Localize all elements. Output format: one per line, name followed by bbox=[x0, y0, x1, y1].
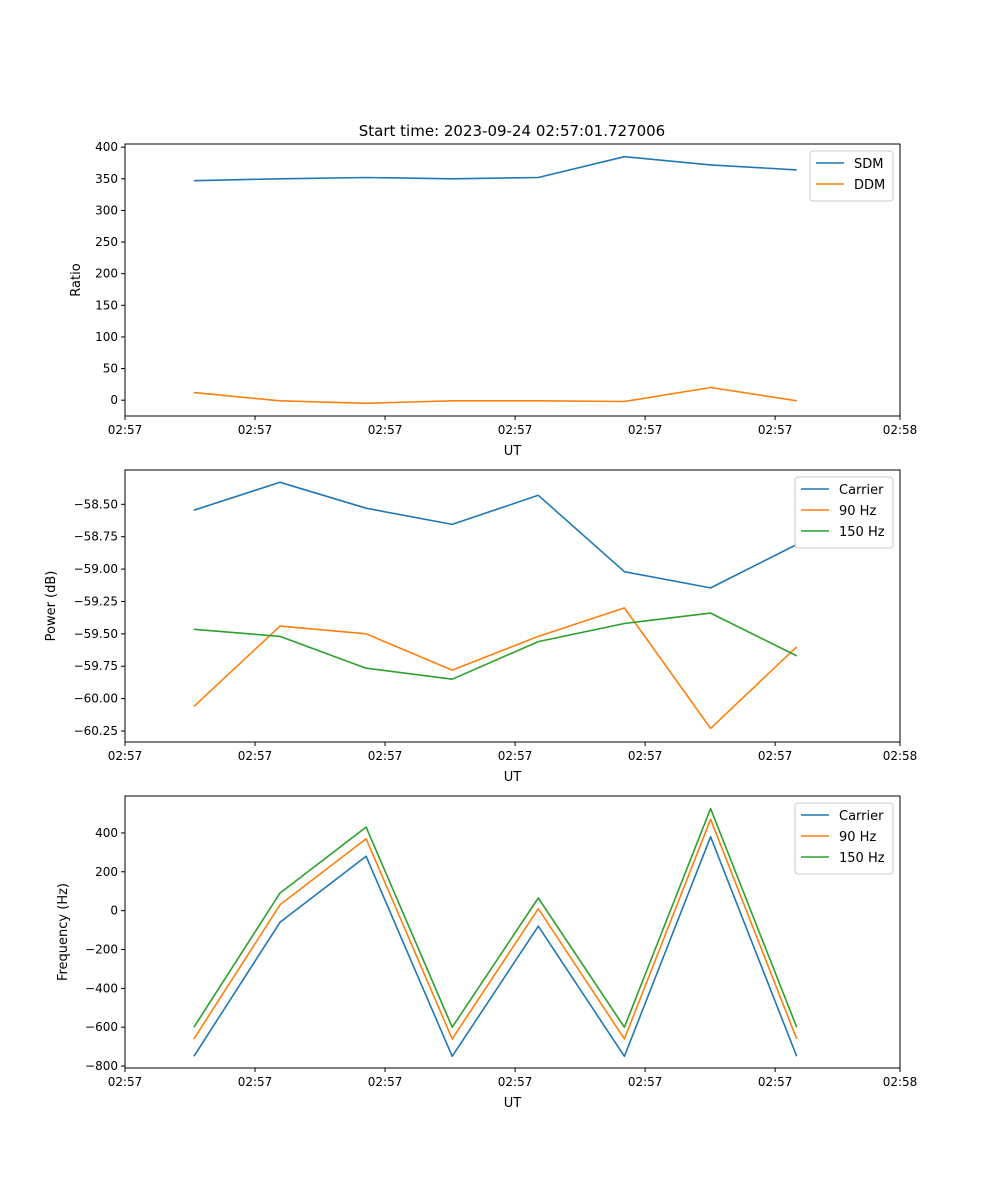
y-tick-label: 100 bbox=[95, 330, 118, 344]
plot-frame bbox=[124, 795, 901, 1069]
x-tick-label: 02:57 bbox=[238, 423, 273, 437]
y-tick-label: 50 bbox=[103, 362, 118, 376]
y-tick-label: 200 bbox=[95, 267, 118, 281]
y-tick-label: 350 bbox=[95, 172, 118, 186]
y-tick-label: 300 bbox=[95, 203, 118, 217]
y-tick-label: −58.75 bbox=[74, 530, 118, 544]
y-tick-label: 150 bbox=[95, 298, 118, 312]
legend-label-150-hz: 150 Hz bbox=[839, 525, 885, 540]
y-tick-label: −200 bbox=[85, 942, 118, 956]
y-tick-label: −58.50 bbox=[74, 497, 118, 511]
legend-label-carrier: Carrier bbox=[839, 483, 884, 498]
y-tick-label: 0 bbox=[110, 393, 118, 407]
legend-label-carrier: Carrier bbox=[839, 809, 884, 824]
x-tick-label: 02:58 bbox=[883, 1075, 918, 1089]
legend-label-sdm: SDM bbox=[854, 157, 883, 172]
x-tick-label: 02:57 bbox=[238, 749, 273, 763]
x-axis-label: UT bbox=[504, 770, 522, 785]
x-tick-label: 02:57 bbox=[368, 1075, 403, 1089]
y-tick-label: −59.25 bbox=[74, 594, 118, 608]
chart-panel-power: 02:57 02:57 02:57 02:57 02:57 02:57 02:58 −58.5… bbox=[44, 469, 918, 785]
x-tick-label: 02:57 bbox=[108, 423, 143, 437]
x-tick-label: 02:57 bbox=[238, 1075, 273, 1089]
y-axis-label: Ratio bbox=[69, 263, 84, 296]
x-tick-label: 02:57 bbox=[628, 749, 663, 763]
series-line-sdm bbox=[193, 155, 797, 182]
y-tick-label: −59.00 bbox=[74, 562, 118, 576]
series-line-90-hz bbox=[193, 818, 798, 1040]
x-tick-label: 02:57 bbox=[108, 749, 143, 763]
x-tick-label: 02:57 bbox=[628, 423, 663, 437]
x-axis-label: UT bbox=[504, 1096, 522, 1111]
x-tick-label: 02:57 bbox=[758, 423, 793, 437]
x-tick-label: 02:58 bbox=[883, 749, 918, 763]
x-tick-label: 02:57 bbox=[628, 1075, 663, 1089]
x-tick-label: 02:57 bbox=[108, 1075, 143, 1089]
series-line-90-hz bbox=[193, 607, 798, 730]
y-tick-label: 200 bbox=[95, 865, 118, 879]
series-line-150-hz bbox=[193, 612, 798, 681]
x-tick-label: 02:57 bbox=[758, 1075, 793, 1089]
y-tick-label: 400 bbox=[95, 140, 118, 154]
legend-label-150-hz: 150 Hz bbox=[839, 851, 885, 866]
y-axis-label: Frequency (Hz) bbox=[56, 883, 71, 981]
x-tick-label: 02:57 bbox=[368, 423, 403, 437]
x-tick-label: 02:57 bbox=[498, 423, 533, 437]
y-tick-label: −60.00 bbox=[74, 692, 118, 706]
legend: Carrier 90 Hz 150 Hz bbox=[794, 476, 894, 549]
x-tick-label: 02:58 bbox=[883, 423, 918, 437]
y-tick-label: −59.75 bbox=[74, 659, 118, 673]
legend: SDM DDM bbox=[809, 150, 894, 202]
y-tick-label: 0 bbox=[110, 904, 118, 918]
chart-panel-frequency: 02:57 02:57 02:57 02:57 02:57 02:57 02:58 400 20… bbox=[56, 795, 918, 1111]
legend-label-90-hz: 90 Hz bbox=[839, 830, 876, 845]
legend: Carrier 90 Hz 150 Hz bbox=[794, 802, 894, 875]
chart-panel-ratio: 02:57 02:57 02:57 02:57 02:57 02:57 02:58 0 50 10… bbox=[69, 140, 917, 459]
y-axis-label: Power (dB) bbox=[44, 571, 59, 642]
plot-frame bbox=[124, 469, 901, 743]
x-tick-label: 02:57 bbox=[758, 749, 793, 763]
x-tick-label: 02:57 bbox=[498, 749, 533, 763]
y-tick-label: −60.25 bbox=[74, 724, 118, 738]
figure-title: Start time: 2023-09-24 02:57:01.727006 bbox=[359, 122, 665, 140]
x-tick-label: 02:57 bbox=[498, 1075, 533, 1089]
y-tick-label: 400 bbox=[95, 826, 118, 840]
x-axis-label: UT bbox=[504, 444, 522, 459]
plot-frame bbox=[124, 143, 901, 417]
series-line-carrier bbox=[193, 835, 798, 1058]
legend-label-90-hz: 90 Hz bbox=[839, 504, 876, 519]
y-tick-label: −800 bbox=[85, 1059, 118, 1073]
series-line-ddm bbox=[193, 386, 797, 405]
y-tick-label: 250 bbox=[95, 235, 118, 249]
legend-label-ddm: DDM bbox=[854, 178, 885, 193]
x-tick-label: 02:57 bbox=[368, 749, 403, 763]
y-tick-label: −400 bbox=[85, 981, 118, 995]
y-tick-label: −59.50 bbox=[74, 627, 118, 641]
y-tick-label: −600 bbox=[85, 1020, 118, 1034]
series-line-150-hz bbox=[193, 807, 798, 1028]
series-line-carrier bbox=[193, 481, 798, 589]
